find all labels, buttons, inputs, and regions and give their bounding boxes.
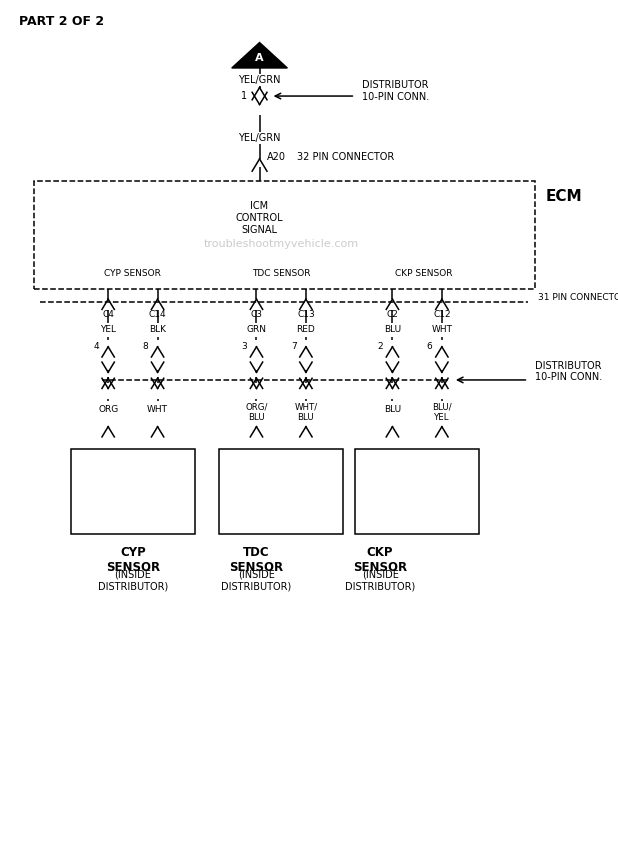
Text: C3: C3 bbox=[250, 310, 263, 319]
Text: BLK: BLK bbox=[149, 326, 166, 334]
Text: PART 2 OF 2: PART 2 OF 2 bbox=[19, 14, 104, 28]
Text: C14: C14 bbox=[149, 310, 166, 319]
Text: CKP SENSOR: CKP SENSOR bbox=[394, 269, 452, 278]
Bar bbox=[355, 449, 479, 534]
Text: DISTRIBUTOR
10-PIN CONN.: DISTRIBUTOR 10-PIN CONN. bbox=[535, 360, 602, 382]
Text: TDC SENSOR: TDC SENSOR bbox=[252, 269, 310, 278]
Text: WHT: WHT bbox=[147, 405, 168, 414]
Text: TDC
SENSOR: TDC SENSOR bbox=[229, 546, 284, 574]
Text: C4: C4 bbox=[102, 310, 114, 319]
Text: RED: RED bbox=[297, 326, 315, 334]
Text: YEL: YEL bbox=[100, 326, 116, 334]
Text: ORG: ORG bbox=[98, 405, 118, 414]
Text: C13: C13 bbox=[297, 310, 315, 319]
Text: 3: 3 bbox=[242, 343, 247, 351]
Text: C2: C2 bbox=[386, 310, 399, 319]
Text: 7: 7 bbox=[291, 343, 297, 351]
Text: BLU: BLU bbox=[384, 405, 401, 414]
Text: WHT/
BLU: WHT/ BLU bbox=[294, 403, 318, 422]
Text: (INSIDE
DISTRIBUTOR): (INSIDE DISTRIBUTOR) bbox=[345, 570, 415, 591]
Text: 31 PIN CONNECTOR: 31 PIN CONNECTOR bbox=[538, 293, 618, 302]
Text: YEL/GRN: YEL/GRN bbox=[239, 75, 281, 85]
Text: ICM
CONTROL
SIGNAL: ICM CONTROL SIGNAL bbox=[235, 201, 284, 235]
Text: CKP
SENSOR: CKP SENSOR bbox=[353, 546, 407, 574]
Text: YEL/GRN: YEL/GRN bbox=[239, 133, 281, 143]
Text: 6: 6 bbox=[427, 343, 433, 351]
Bar bbox=[219, 449, 343, 534]
Text: 8: 8 bbox=[143, 343, 148, 351]
Text: WHT: WHT bbox=[431, 326, 452, 334]
Text: troubleshootmyvehicle.com: troubleshootmyvehicle.com bbox=[203, 239, 359, 248]
Text: 2: 2 bbox=[378, 343, 383, 351]
Polygon shape bbox=[232, 42, 287, 68]
Text: DISTRIBUTOR
10-PIN CONN.: DISTRIBUTOR 10-PIN CONN. bbox=[362, 80, 429, 102]
Text: A: A bbox=[255, 53, 264, 63]
Text: ORG/
BLU: ORG/ BLU bbox=[245, 403, 268, 422]
Text: (INSIDE
DISTRIBUTOR): (INSIDE DISTRIBUTOR) bbox=[221, 570, 292, 591]
Text: ECM: ECM bbox=[546, 189, 582, 204]
Text: BLU: BLU bbox=[384, 326, 401, 334]
Text: CYP SENSOR: CYP SENSOR bbox=[104, 269, 161, 278]
Text: A20: A20 bbox=[267, 152, 286, 162]
Text: GRN: GRN bbox=[247, 326, 266, 334]
Text: C12: C12 bbox=[433, 310, 451, 319]
Text: BLU/
YEL: BLU/ YEL bbox=[432, 403, 452, 422]
Bar bbox=[34, 181, 535, 289]
Text: CYP
SENSOR: CYP SENSOR bbox=[106, 546, 160, 574]
Text: 1: 1 bbox=[241, 91, 247, 101]
Text: (INSIDE
DISTRIBUTOR): (INSIDE DISTRIBUTOR) bbox=[98, 570, 168, 591]
Text: 32 PIN CONNECTOR: 32 PIN CONNECTOR bbox=[297, 152, 394, 162]
Text: 4: 4 bbox=[93, 343, 99, 351]
Bar bbox=[71, 449, 195, 534]
